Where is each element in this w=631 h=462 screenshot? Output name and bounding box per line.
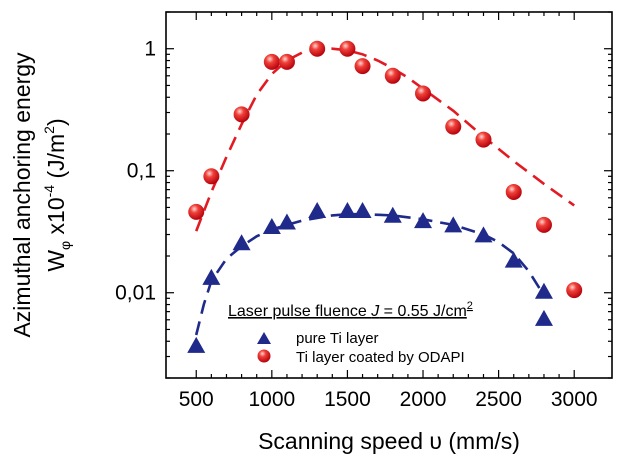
- sphere-marker: [445, 118, 462, 135]
- sphere-marker: [203, 168, 220, 185]
- sphere-marker: [566, 282, 583, 299]
- triangle-marker: [534, 309, 553, 326]
- triangle-marker: [474, 226, 493, 243]
- sphere-marker: [278, 53, 295, 70]
- legend-title: Laser pulse fluence J = 0.55 J/cm2: [228, 300, 473, 320]
- sphere-marker: [535, 216, 552, 233]
- legend-sphere-marker: [257, 349, 271, 363]
- sphere-marker: [505, 183, 522, 200]
- y-tick-label: 0,1: [127, 160, 156, 183]
- triangle-marker: [534, 282, 553, 299]
- data-markers: [187, 40, 583, 353]
- triangle-marker: [232, 234, 251, 251]
- triangle-marker: [277, 213, 296, 230]
- y-axis-title-line1: Azimuthal anchoring energy: [9, 52, 35, 338]
- legend-entry-pure-ti: pure Ti layer: [296, 330, 379, 347]
- sphere-marker: [233, 106, 250, 123]
- y-axis-title: Azimuthal anchoring energy Wφ x10-4 (J/m…: [9, 52, 73, 338]
- y-axis-ticks: 0,01 0,1 1: [115, 11, 612, 379]
- fit-line-series-0: [194, 212, 546, 336]
- x-axis-title: Scanning speed υ (mm/s): [258, 428, 520, 454]
- sphere-marker: [339, 40, 356, 57]
- triangle-marker: [308, 201, 327, 218]
- fit-lines: [194, 47, 575, 336]
- triangle-marker: [383, 206, 402, 223]
- triangle-marker: [444, 216, 463, 233]
- y-tick-label: 0,01: [115, 282, 156, 305]
- fit-line-series-1: [194, 47, 575, 232]
- sphere-marker: [475, 131, 492, 148]
- triangle-marker: [187, 336, 206, 353]
- x-axis-ticks: 500 1000 1500 2000 2500 3000: [179, 12, 598, 411]
- sphere-marker: [309, 40, 326, 57]
- x-tick-label: 500: [179, 388, 214, 411]
- sphere-marker: [415, 85, 432, 102]
- legend-entry-ti-odapi: Ti layer coated by ODAPI: [296, 349, 465, 366]
- legend: Laser pulse fluence J = 0.55 J/cm2 pure …: [228, 300, 473, 366]
- legend-triangle-marker: [257, 332, 271, 344]
- triangle-marker: [338, 201, 357, 218]
- sphere-marker: [188, 203, 205, 220]
- triangle-marker: [504, 251, 523, 268]
- sphere-marker: [384, 67, 401, 84]
- triangle-marker: [262, 217, 281, 234]
- triangle-marker: [202, 268, 221, 285]
- sphere-marker: [263, 53, 280, 70]
- x-tick-label: 3000: [551, 388, 598, 411]
- y-tick-label: 1: [144, 38, 156, 61]
- plot-area: [165, 11, 613, 379]
- sphere-marker: [354, 58, 371, 75]
- triangle-marker: [414, 212, 433, 229]
- x-tick-label: 1000: [248, 388, 295, 411]
- x-tick-label: 1500: [324, 388, 371, 411]
- x-tick-label: 2500: [475, 388, 522, 411]
- x-tick-label: 2000: [400, 388, 447, 411]
- y-axis-title-line2: Wφ x10-4 (J/m2): [41, 118, 73, 271]
- triangle-marker: [353, 201, 372, 218]
